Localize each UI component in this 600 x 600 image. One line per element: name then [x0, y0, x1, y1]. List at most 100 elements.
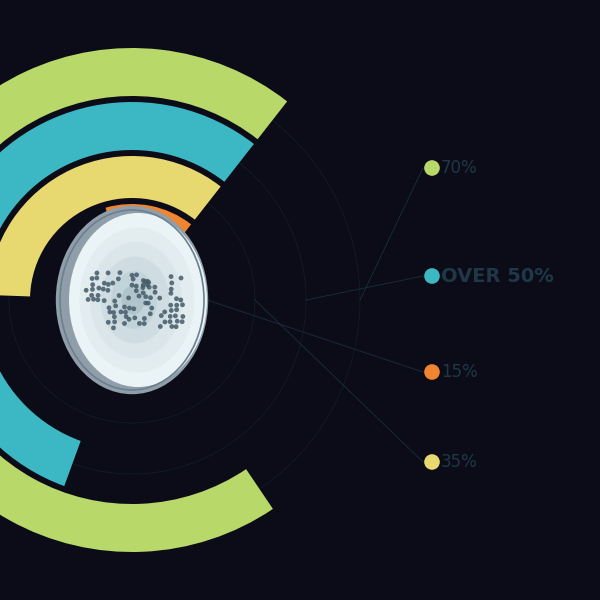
- Circle shape: [86, 297, 91, 302]
- Circle shape: [106, 282, 111, 287]
- Circle shape: [90, 287, 95, 292]
- Text: 35%: 35%: [441, 453, 478, 471]
- Circle shape: [169, 303, 173, 308]
- Circle shape: [167, 319, 172, 324]
- Circle shape: [169, 287, 173, 292]
- Circle shape: [147, 285, 152, 290]
- Circle shape: [159, 313, 164, 318]
- Circle shape: [424, 268, 440, 284]
- Circle shape: [145, 283, 149, 287]
- Circle shape: [102, 298, 107, 303]
- Circle shape: [148, 295, 153, 300]
- Circle shape: [157, 296, 162, 301]
- Circle shape: [146, 301, 151, 305]
- Circle shape: [180, 319, 185, 324]
- Circle shape: [142, 321, 146, 326]
- Circle shape: [174, 296, 179, 301]
- Circle shape: [148, 311, 152, 316]
- Circle shape: [116, 293, 121, 298]
- Circle shape: [169, 291, 173, 296]
- Circle shape: [142, 316, 147, 321]
- Circle shape: [162, 310, 167, 314]
- Circle shape: [179, 275, 184, 280]
- Circle shape: [106, 288, 110, 293]
- Circle shape: [143, 294, 148, 299]
- Circle shape: [106, 320, 110, 325]
- Text: 15%: 15%: [441, 363, 478, 381]
- Ellipse shape: [101, 257, 170, 343]
- Circle shape: [152, 290, 157, 295]
- Circle shape: [118, 270, 122, 275]
- Ellipse shape: [69, 213, 207, 387]
- Ellipse shape: [121, 286, 145, 314]
- Circle shape: [174, 303, 179, 308]
- Circle shape: [137, 293, 142, 298]
- Circle shape: [97, 286, 101, 290]
- Circle shape: [173, 313, 178, 318]
- Ellipse shape: [56, 206, 208, 394]
- Circle shape: [140, 285, 145, 290]
- Circle shape: [101, 287, 106, 292]
- Circle shape: [130, 283, 134, 287]
- Wedge shape: [0, 102, 254, 486]
- Circle shape: [134, 284, 139, 289]
- Wedge shape: [0, 156, 221, 296]
- Circle shape: [131, 277, 136, 281]
- Circle shape: [90, 282, 95, 287]
- Circle shape: [181, 314, 185, 319]
- Circle shape: [113, 304, 118, 308]
- Circle shape: [173, 324, 178, 329]
- Circle shape: [131, 307, 136, 311]
- Circle shape: [141, 278, 146, 283]
- Circle shape: [111, 310, 116, 315]
- Text: OVER 50%: OVER 50%: [441, 266, 554, 286]
- Circle shape: [126, 296, 131, 301]
- Circle shape: [95, 293, 100, 298]
- Circle shape: [122, 321, 127, 326]
- Circle shape: [91, 297, 96, 302]
- Circle shape: [107, 310, 112, 314]
- Circle shape: [424, 160, 440, 176]
- Circle shape: [143, 279, 148, 284]
- Circle shape: [424, 364, 440, 380]
- Circle shape: [112, 319, 117, 324]
- Circle shape: [94, 271, 99, 275]
- Circle shape: [169, 324, 174, 329]
- Circle shape: [146, 280, 151, 285]
- Circle shape: [106, 271, 110, 275]
- Circle shape: [169, 281, 174, 286]
- Circle shape: [124, 314, 128, 319]
- Circle shape: [134, 289, 139, 293]
- Circle shape: [112, 299, 117, 304]
- Wedge shape: [0, 48, 287, 552]
- Circle shape: [107, 305, 112, 310]
- Circle shape: [134, 272, 139, 277]
- Circle shape: [152, 284, 157, 289]
- Circle shape: [102, 281, 107, 286]
- Circle shape: [127, 317, 131, 322]
- Circle shape: [424, 454, 440, 470]
- Circle shape: [141, 290, 146, 295]
- Circle shape: [123, 310, 128, 314]
- Circle shape: [130, 273, 134, 278]
- Circle shape: [149, 305, 154, 310]
- Circle shape: [163, 320, 167, 325]
- Circle shape: [110, 281, 115, 286]
- Circle shape: [116, 277, 121, 281]
- Circle shape: [95, 298, 100, 302]
- Circle shape: [169, 274, 173, 279]
- Circle shape: [89, 276, 94, 281]
- Circle shape: [122, 305, 127, 310]
- Circle shape: [133, 316, 137, 320]
- Circle shape: [89, 293, 94, 298]
- Circle shape: [158, 324, 163, 329]
- Ellipse shape: [90, 242, 182, 358]
- Circle shape: [141, 283, 146, 287]
- Circle shape: [178, 298, 183, 302]
- Circle shape: [175, 319, 179, 323]
- Circle shape: [169, 308, 173, 313]
- Circle shape: [111, 325, 116, 330]
- Ellipse shape: [79, 227, 194, 373]
- Circle shape: [84, 288, 89, 293]
- Wedge shape: [106, 204, 191, 257]
